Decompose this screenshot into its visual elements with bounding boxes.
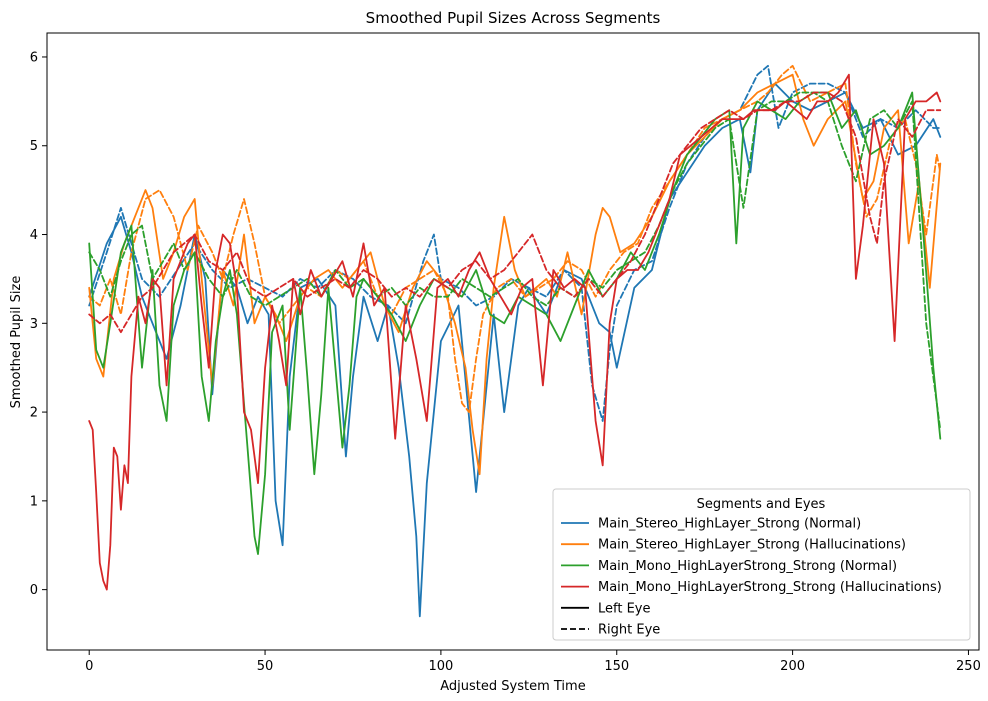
series-line-7 — [88, 91, 942, 334]
y-tick-label: 0 — [30, 583, 38, 598]
legend-title: Segments and Eyes — [697, 497, 826, 512]
series-line-1 — [88, 64, 942, 422]
legend-entries: Main_Stereo_HighLayer_Strong (Normal) Mai… — [561, 517, 942, 638]
x-tick-label: 200 — [780, 659, 805, 674]
plot-area — [88, 64, 942, 618]
y-tick-label: 1 — [30, 494, 38, 509]
y-tick-label: 6 — [30, 50, 38, 65]
legend-box — [552, 488, 971, 641]
series-line-3 — [88, 64, 942, 414]
chart-title: Smoothed Pupil Sizes Across Segments — [366, 9, 661, 27]
plot-frame — [46, 32, 980, 651]
series-line-6 — [88, 73, 942, 591]
y-tick-label: 5 — [30, 139, 38, 154]
x-tick-label: 150 — [604, 659, 629, 674]
series-line-2 — [88, 73, 942, 476]
x-tick-label: 0 — [85, 659, 93, 674]
x-tick-label: 50 — [257, 659, 274, 674]
y-axis-label: Smoothed Pupil Size — [9, 276, 24, 409]
legend-label: Main_Mono_HighLayerStrong_Strong (Halluc… — [598, 580, 942, 595]
legend: Segments and Eyes Main_Stereo_HighLayer_… — [552, 488, 971, 641]
legend-label: Main_Stereo_HighLayer_Strong (Normal) — [598, 517, 861, 532]
x-axis: 0 50 100 150 200 250 — [85, 650, 981, 674]
y-tick-label: 3 — [30, 317, 38, 332]
y-axis: 0 1 2 3 4 5 6 — [30, 50, 47, 598]
legend-label: Main_Mono_HighLayerStrong_Strong (Normal… — [598, 559, 897, 574]
x-tick-label: 100 — [428, 659, 453, 674]
legend-label: Right Eye — [598, 623, 660, 638]
y-tick-label: 4 — [30, 228, 38, 243]
legend-label: Main_Stereo_HighLayer_Strong (Hallucinat… — [598, 538, 906, 553]
x-axis-label: Adjusted System Time — [440, 679, 585, 694]
x-tick-label: 250 — [956, 659, 981, 674]
y-tick-label: 2 — [30, 406, 38, 421]
legend-label: Left Eye — [598, 601, 651, 616]
